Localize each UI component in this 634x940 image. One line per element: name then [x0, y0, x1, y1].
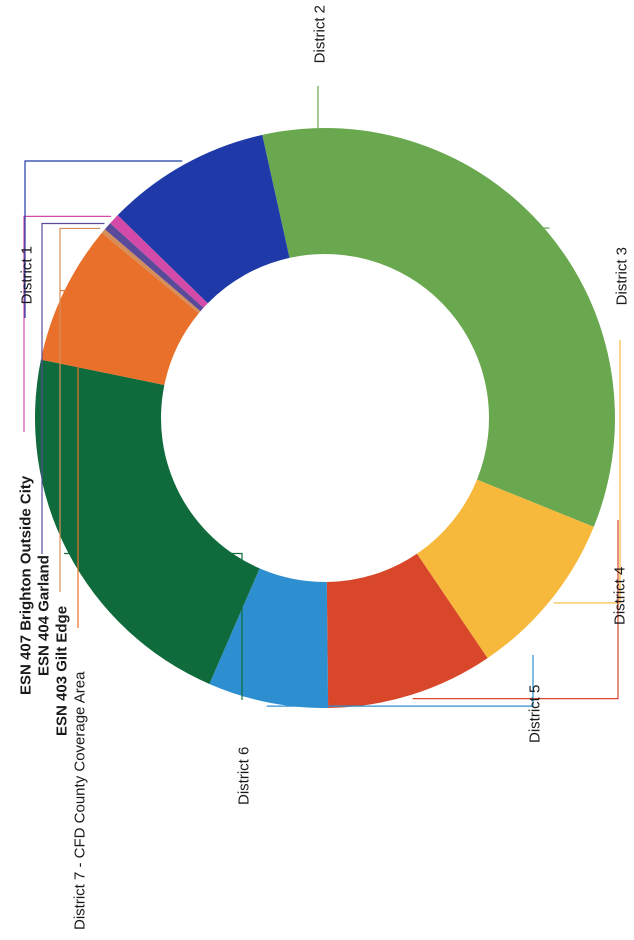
slice-district-2 [262, 127, 615, 527]
slice-district-7-cfd-county-coverage-area [40, 232, 199, 385]
label-district-3: District 3 [614, 247, 631, 305]
label-esn-404-garland: ESN 404 Garland [36, 555, 53, 676]
slice-esn-403-gilt-edge [101, 229, 201, 314]
label-esn-403-gilt-edge: ESN 403 Gilt Edge [54, 606, 71, 736]
slice-district-5 [209, 568, 329, 709]
leader-district-6 [64, 552, 243, 700]
label-district-7-cfd-county-coverage-area: District 7 - CFD County Coverage Area [72, 671, 89, 930]
leader-district-2 [317, 86, 550, 229]
slice-esn-407-brighton-outside-city [110, 215, 208, 308]
leader-district-1 [24, 160, 183, 318]
label-district-4: District 4 [612, 567, 629, 625]
slice-district-3 [416, 479, 594, 659]
leader-district-5 [266, 655, 534, 707]
donut-slices [34, 127, 615, 709]
leader-district-3 [553, 340, 621, 604]
leader-esn-403-gilt-edge [59, 227, 101, 592]
leader-lines [23, 86, 621, 707]
label-district-1: District 1 [19, 246, 36, 304]
label-esn-407-brighton-outside-city: ESN 407 Brighton Outside City [18, 475, 35, 695]
slice-esn-404-garland [104, 223, 204, 312]
label-district-5: District 5 [527, 685, 544, 743]
leader-esn-407-brighton-outside-city [23, 215, 112, 432]
label-district-6: District 6 [236, 747, 253, 805]
slice-district-1 [117, 134, 290, 304]
leader-esn-404-garland [41, 222, 105, 554]
leader-district-4 [412, 520, 619, 700]
label-district-2: District 2 [312, 5, 329, 63]
slice-labels: District 2 District 3 District 4 District 5… [18, 5, 631, 930]
leader-district-7-cfd-county-coverage-area [59, 290, 79, 628]
slice-district-4 [326, 553, 488, 708]
slice-district-6 [34, 359, 260, 684]
